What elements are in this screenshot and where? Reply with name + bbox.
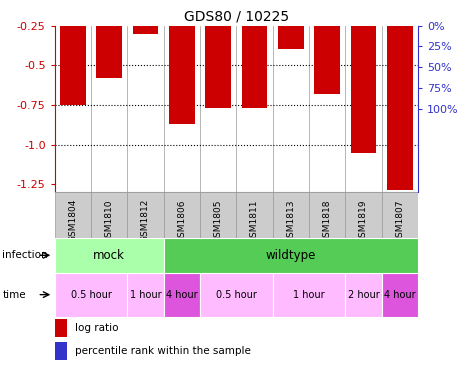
Bar (55, 319, 67, 337)
Bar (381, 273, 418, 317)
Text: GSM1812: GSM1812 (141, 199, 150, 242)
Bar (242, 26, 267, 108)
Bar (55, 192, 91, 238)
Bar (55, 342, 67, 360)
Bar (381, 192, 418, 238)
Bar (309, 192, 345, 238)
Text: GSM1806: GSM1806 (177, 199, 186, 243)
Bar (273, 192, 309, 238)
Bar (55, 273, 127, 317)
Text: GSM1811: GSM1811 (250, 199, 259, 243)
Text: 4 hour: 4 hour (166, 290, 198, 300)
Text: log ratio: log ratio (75, 323, 118, 333)
Text: 2 hour: 2 hour (348, 290, 380, 300)
Text: wildtype: wildtype (266, 249, 316, 262)
Bar (127, 192, 163, 238)
Bar (163, 273, 200, 317)
Text: GSM1818: GSM1818 (323, 199, 332, 243)
Bar (273, 273, 345, 317)
Text: 0.5 hour: 0.5 hour (70, 290, 112, 300)
Bar (96, 26, 122, 78)
Text: GSM1807: GSM1807 (395, 199, 404, 243)
Title: GDS80 / 10225: GDS80 / 10225 (184, 9, 289, 23)
Bar (314, 26, 340, 94)
Bar (237, 192, 273, 238)
Text: 1 hour: 1 hour (130, 290, 162, 300)
Bar (345, 192, 381, 238)
Text: 0.5 hour: 0.5 hour (216, 290, 257, 300)
Text: 4 hour: 4 hour (384, 290, 416, 300)
Text: infection: infection (2, 250, 48, 260)
Bar (387, 26, 413, 190)
Text: percentile rank within the sample: percentile rank within the sample (75, 346, 250, 356)
Bar (55, 238, 163, 273)
Text: 1 hour: 1 hour (293, 290, 325, 300)
Bar (163, 192, 200, 238)
Text: GSM1804: GSM1804 (68, 199, 77, 242)
Bar (133, 26, 158, 34)
Bar (91, 192, 127, 238)
Bar (205, 26, 231, 108)
Text: GSM1810: GSM1810 (104, 199, 114, 243)
Bar (351, 26, 376, 153)
Bar (163, 238, 418, 273)
Bar (200, 192, 237, 238)
Bar (278, 26, 304, 49)
Bar (200, 273, 273, 317)
Text: GSM1819: GSM1819 (359, 199, 368, 243)
Bar (60, 26, 86, 105)
Text: time: time (2, 290, 26, 300)
Bar (169, 26, 195, 124)
Text: GSM1805: GSM1805 (214, 199, 223, 243)
Text: GSM1813: GSM1813 (286, 199, 295, 243)
Text: mock: mock (93, 249, 125, 262)
Bar (127, 273, 163, 317)
Bar (345, 273, 381, 317)
